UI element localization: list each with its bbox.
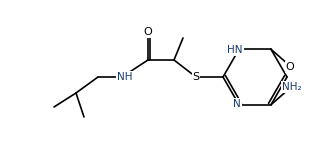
Text: NH: NH <box>117 72 133 82</box>
Text: N: N <box>233 99 241 109</box>
Text: NH₂: NH₂ <box>282 82 302 92</box>
Text: S: S <box>192 72 200 82</box>
Text: O: O <box>286 62 294 72</box>
Text: O: O <box>144 27 152 37</box>
Text: HN: HN <box>227 45 243 55</box>
